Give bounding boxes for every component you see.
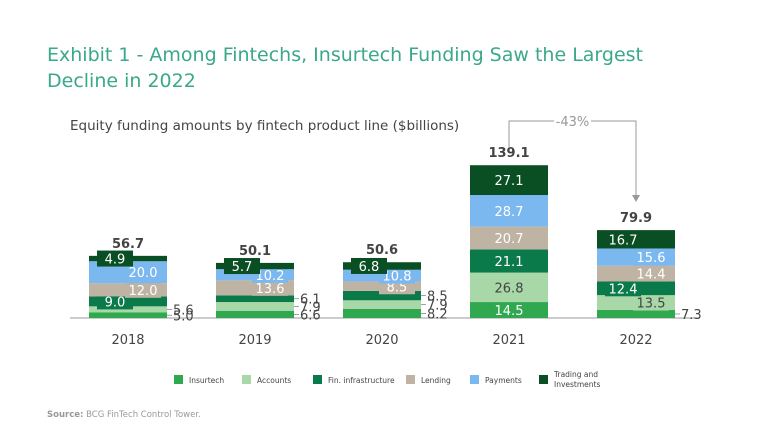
bar-segment xyxy=(470,302,548,318)
legend-label: Lending xyxy=(421,376,451,385)
data-label: 16.7 xyxy=(609,233,638,248)
x-tick-label: 2020 xyxy=(365,333,398,348)
legend-label: Trading and xyxy=(553,370,598,379)
bar-segment xyxy=(89,306,167,313)
bar-segment xyxy=(216,310,294,318)
label-badge xyxy=(224,258,260,275)
annotation-bracket xyxy=(508,120,637,196)
x-tick-label: 2022 xyxy=(619,333,652,348)
bar-segment xyxy=(470,249,548,273)
legend-label: Insurtech xyxy=(189,376,224,385)
label-badge xyxy=(605,280,641,297)
data-label: 20.7 xyxy=(495,232,524,247)
bar-segment xyxy=(470,165,548,196)
label-badge xyxy=(605,231,641,248)
legend-label: Fin. infrastructure xyxy=(328,376,395,385)
legend-swatch xyxy=(242,375,251,384)
label-badge xyxy=(633,294,669,311)
source-label: Source: xyxy=(47,410,84,420)
bar-segment xyxy=(216,295,294,303)
arrow-head-icon xyxy=(632,195,640,202)
bar-segment xyxy=(216,302,294,311)
label-badge xyxy=(97,250,133,267)
data-label: 6.1 xyxy=(300,293,321,308)
data-label: 21.1 xyxy=(495,255,524,270)
annotation-label: -43% xyxy=(556,115,590,130)
data-label: 9.0 xyxy=(105,295,126,310)
data-label: 7.9 xyxy=(427,299,448,314)
bar-segment xyxy=(470,195,548,227)
bar-segment xyxy=(470,272,548,303)
data-label: 28.7 xyxy=(495,205,524,220)
data-label: 13.5 xyxy=(637,297,666,312)
total-label: 50.6 xyxy=(366,243,398,258)
chart-subtitle: Equity funding amounts by fintech produc… xyxy=(70,118,460,134)
data-label: 27.1 xyxy=(495,174,524,189)
data-label: 8.5 xyxy=(387,280,408,295)
data-label: 14.4 xyxy=(637,268,666,283)
data-label: 7.3 xyxy=(681,308,702,323)
data-label: 8.2 xyxy=(427,307,448,322)
bar-segment xyxy=(89,312,167,318)
bar-segment xyxy=(597,309,675,318)
x-tick-label: 2019 xyxy=(238,333,271,348)
label-badge xyxy=(351,257,387,274)
total-label: 56.7 xyxy=(112,237,144,252)
label-badge xyxy=(633,249,669,266)
label-badge xyxy=(125,264,161,281)
label-badge xyxy=(633,265,669,282)
total-label: 79.9 xyxy=(620,211,652,226)
data-label: 5.6 xyxy=(173,303,194,318)
legend-swatch xyxy=(313,375,322,384)
chart-title: Exhibit 1 - Among Fintechs, Insurtech Fu… xyxy=(47,44,643,92)
data-label: 4.9 xyxy=(105,253,126,268)
bar-segment xyxy=(343,308,421,318)
legend-swatch xyxy=(406,375,415,384)
data-label: 7.9 xyxy=(300,300,321,315)
data-label: 8.5 xyxy=(427,290,448,305)
label-badge xyxy=(125,281,161,298)
data-label: 5.7 xyxy=(232,260,253,275)
x-tick-label: 2021 xyxy=(492,333,525,348)
label-badge xyxy=(97,293,133,310)
label-badge xyxy=(379,267,415,284)
data-label: 12.4 xyxy=(609,282,638,297)
label-badge xyxy=(252,266,288,283)
data-label: 20.0 xyxy=(129,266,158,281)
data-label: 26.8 xyxy=(495,281,524,296)
bar-segment xyxy=(470,226,548,250)
data-label: 13.6 xyxy=(256,282,285,297)
legend-swatch xyxy=(174,375,183,384)
legend-label: Accounts xyxy=(257,376,291,385)
data-label: 15.6 xyxy=(637,251,666,266)
data-label: 6.8 xyxy=(359,260,380,275)
legend-swatch xyxy=(539,375,548,384)
total-label: 50.1 xyxy=(239,244,271,259)
total-label: 139.1 xyxy=(488,146,529,161)
source-note: Source: BCG FinTech Control Tower. xyxy=(47,410,201,420)
data-label: 10.8 xyxy=(383,270,412,285)
legend-label: Investments xyxy=(554,380,600,389)
data-label: 6.6 xyxy=(300,308,321,323)
source-text: BCG FinTech Control Tower. xyxy=(86,410,201,420)
data-label: 5.0 xyxy=(173,309,194,324)
x-tick-label: 2018 xyxy=(111,333,144,348)
label-badge xyxy=(252,279,288,296)
legend-label: Payments xyxy=(485,376,522,385)
bar-segment xyxy=(343,290,421,301)
data-label: 10.2 xyxy=(256,269,285,284)
bar-segment xyxy=(343,300,421,309)
data-label: 14.5 xyxy=(495,304,524,319)
data-label: 12.0 xyxy=(129,284,158,299)
legend-swatch xyxy=(470,375,479,384)
